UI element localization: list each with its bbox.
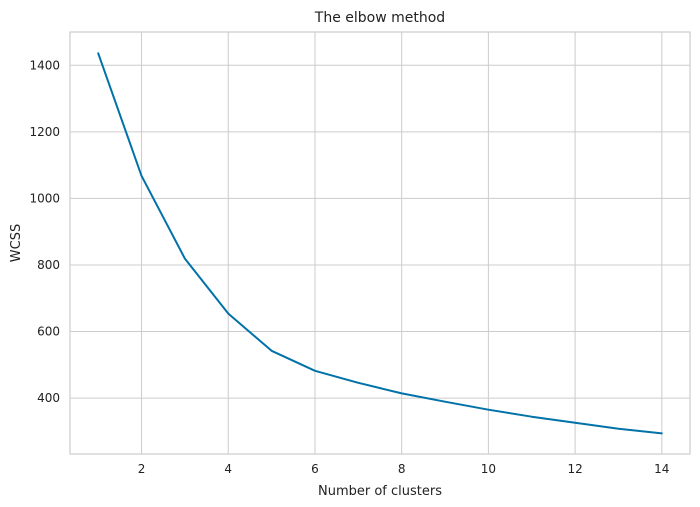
x-tick-label-14: 14 [654, 462, 669, 476]
x-axis-label: Number of clusters [318, 484, 442, 499]
y-gridlines [70, 64, 690, 399]
x-tick-label-8: 8 [398, 462, 406, 476]
y-tick-label-1200: 1200 [29, 125, 60, 139]
x-tick-label-2: 2 [138, 462, 146, 476]
y-tick-label-1000: 1000 [29, 191, 60, 205]
y-tick-labels: 400 600 800 1000 1200 1400 [29, 58, 60, 405]
wcss-line [97, 52, 663, 435]
y-tick-label-800: 800 [37, 258, 60, 272]
y-axis-label: WCSS [9, 224, 24, 262]
x-gridlines [141, 32, 663, 454]
y-tick-label-400: 400 [37, 391, 60, 405]
x-tick-label-4: 4 [224, 462, 232, 476]
x-tick-labels: 2 4 6 8 10 12 14 [138, 462, 670, 476]
x-tick-label-10: 10 [481, 462, 496, 476]
y-tick-label-600: 600 [37, 325, 60, 339]
plot-frame [69, 31, 691, 455]
chart-title: The elbow method [314, 10, 445, 26]
x-tick-label-12: 12 [567, 462, 582, 476]
y-tick-label-1400: 1400 [29, 58, 60, 72]
x-tick-label-6: 6 [311, 462, 319, 476]
